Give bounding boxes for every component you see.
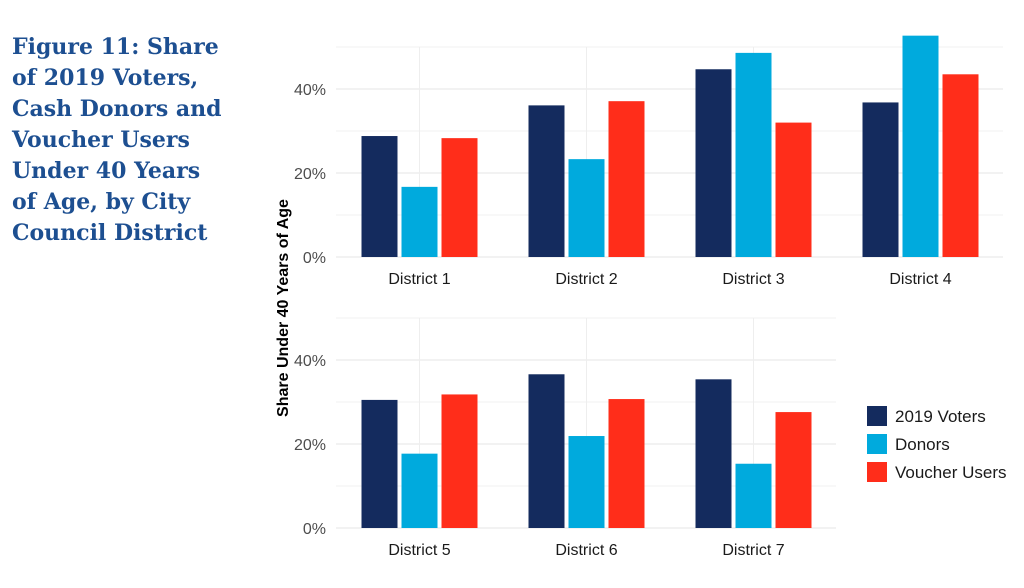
bar xyxy=(775,412,812,528)
x-tick-label: District 6 xyxy=(555,542,617,559)
bar xyxy=(401,453,438,528)
y-tick-label: 40% xyxy=(294,82,326,99)
bar xyxy=(608,101,645,258)
x-tick-label: District 2 xyxy=(555,271,617,288)
bar xyxy=(942,74,979,257)
bar xyxy=(568,436,605,528)
y-tick-label: 0% xyxy=(303,521,326,538)
bar xyxy=(862,102,899,257)
y-axis-label: Share Under 40 Years of Age xyxy=(275,199,292,417)
figure-title-line: Under 40 Years xyxy=(12,158,201,184)
bar xyxy=(695,379,732,528)
bar xyxy=(361,399,398,528)
bar xyxy=(441,394,478,528)
figure-title-line: Figure 11: Share xyxy=(12,34,219,60)
figure-title-line: Council District xyxy=(12,220,208,246)
y-tick-label: 20% xyxy=(294,437,326,454)
figure-title-line: of Age, by City xyxy=(12,189,191,215)
figure-title-line: Cash Donors and xyxy=(12,96,222,122)
bar xyxy=(361,136,398,257)
x-tick-label: District 3 xyxy=(722,271,784,288)
bar xyxy=(528,374,565,528)
bar xyxy=(528,105,565,257)
figure-title: Figure 11: Share of 2019 Voters, Cash Do… xyxy=(12,32,232,249)
legend-swatch xyxy=(867,434,887,454)
bar xyxy=(775,122,812,257)
bar xyxy=(735,52,772,257)
legend-label: 2019 Voters xyxy=(895,407,986,426)
y-tick-label: 0% xyxy=(303,250,326,267)
y-tick-label: 40% xyxy=(294,353,326,370)
legend-label: Voucher Users xyxy=(895,463,1007,482)
y-tick-label: 20% xyxy=(294,166,326,183)
bar xyxy=(735,463,772,528)
legend-swatch xyxy=(867,462,887,482)
bar xyxy=(441,138,478,257)
bar xyxy=(568,159,605,257)
bar xyxy=(608,399,645,528)
x-tick-label: District 5 xyxy=(388,542,450,559)
bar xyxy=(401,186,438,257)
legend-label: Donors xyxy=(895,435,950,454)
figure-title-line: of 2019 Voters, xyxy=(12,65,199,91)
legend-swatch xyxy=(867,406,887,426)
x-tick-label: District 4 xyxy=(889,271,951,288)
x-tick-label: District 7 xyxy=(722,542,784,559)
bar xyxy=(902,35,939,257)
bar xyxy=(695,69,732,257)
figure-title-line: Voucher Users xyxy=(12,127,190,153)
x-tick-label: District 1 xyxy=(388,271,450,288)
